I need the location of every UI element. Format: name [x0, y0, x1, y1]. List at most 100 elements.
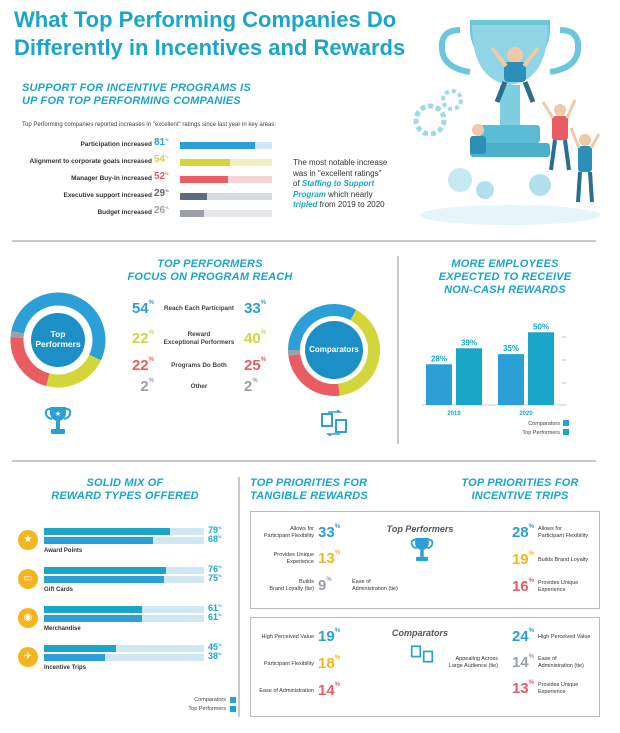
- donut-top-label-line-2: Performers: [35, 339, 81, 349]
- mix-bar-fill: [44, 606, 142, 613]
- noncash-tick-label: 2019: [447, 411, 461, 417]
- priority-label: Ease of Administration (tie): [352, 579, 398, 592]
- mix-bar-track: [44, 654, 204, 661]
- mix-bar-fill: [44, 528, 171, 535]
- priority-label: Allows for Participant Flexibility: [263, 526, 314, 539]
- priority-label: High Perceived Value: [538, 634, 591, 640]
- mix-bar-value: 38%: [208, 651, 222, 661]
- support-bar-label: Executive support increased: [63, 192, 152, 199]
- priority-label: Provides Unique Experience: [538, 580, 579, 593]
- reach-category-label: Programs Do Both: [171, 362, 227, 369]
- noncash-heading-line-3: NON-CASH REWARDS: [444, 284, 566, 296]
- support-bar-label: Budget increased: [97, 209, 152, 216]
- priority-label: Builds Brand Loyalty: [538, 557, 589, 563]
- mix-bar-value: 68%: [208, 534, 222, 544]
- priority-label: Builds Brand Loyalty (tie): [269, 579, 314, 592]
- title-line-1: What Top Performing Companies Do: [14, 7, 397, 32]
- noncash-bar-label: 35%: [503, 344, 519, 353]
- reach-comp-value: 25%: [244, 357, 267, 374]
- support-note-tripled: tripled: [293, 200, 318, 209]
- priorities-compare-icon: [410, 645, 434, 663]
- support-note-line-2: was in "excellent ratings": [293, 168, 382, 178]
- support-bar-value: 52%: [154, 171, 169, 182]
- mix-category-label: Merchandise: [44, 626, 81, 632]
- noncash-chart: 28% 39% 2019 35% 50% 2020 Comparators Top Perfo…: [422, 322, 569, 436]
- trips-heading-line-1: TOP PRIORITIES FOR: [461, 477, 579, 489]
- priority-label: Ease of Administration: [259, 688, 314, 694]
- trips-heading: TOP PRIORITIES FOR INCENTIVE TRIPS: [440, 477, 600, 503]
- priority-value: 33%: [318, 524, 341, 541]
- priority-value: 14%: [511, 654, 534, 671]
- support-intro: Top Performing companies reported increa…: [22, 122, 277, 128]
- mix-bar-value: 61%: [208, 612, 222, 622]
- support-bar-track: [180, 142, 272, 149]
- support-bar-fill: [180, 159, 230, 166]
- reach-category-label: Reward Exceptional Performers: [163, 331, 235, 346]
- mix-heading-line-2: REWARD TYPES OFFERED: [51, 490, 199, 502]
- support-bar-value: 26%: [154, 205, 169, 216]
- support-note-line-5b: from 2019 to 2020: [317, 200, 385, 209]
- support-note: The most notable increase was in "excell…: [293, 158, 443, 211]
- priority-value: 9%: [318, 577, 332, 594]
- trophy-icon: ★: [44, 407, 72, 434]
- mix-bar-track: [44, 537, 204, 544]
- divider-1: [12, 240, 596, 242]
- noncash-heading-line-1: MORE EMPLOYEES: [451, 258, 559, 270]
- mix-bar-fill: [44, 654, 105, 661]
- support-heading: SUPPORT FOR INCENTIVE PROGRAMS IS UP FOR…: [22, 82, 251, 108]
- priority-value: 19%: [318, 628, 341, 645]
- support-note-line-4b: which nearly: [325, 189, 373, 199]
- divider-v-1: [397, 256, 399, 444]
- support-note-line-3a: of: [293, 179, 302, 188]
- mix-legend-top-text: Top Performers: [188, 706, 226, 712]
- reach-heading-line-1: TOP PERFORMERS: [157, 258, 263, 270]
- support-note-staffing: Staffing to Support: [301, 179, 375, 188]
- mix-category-label: Incentive Trips: [44, 665, 87, 671]
- support-bar-label: Alignment to corporate goals increased: [29, 158, 152, 165]
- priority-value: 24%: [511, 628, 534, 645]
- noncash-legend-swatch: [563, 420, 569, 426]
- support-bar-fill: [180, 142, 255, 149]
- mix-bar-track: [44, 645, 204, 652]
- donut-top-label: Top Performers: [31, 313, 85, 367]
- support-bar-track: [180, 159, 272, 166]
- priorities-trophy-icon: [410, 538, 434, 562]
- mix-heading: SOLID MIX OF REWARD TYPES OFFERED: [20, 477, 230, 503]
- tangible-heading-line-1: TOP PRIORITIES FOR: [250, 477, 368, 489]
- reach-top-value: 2%: [140, 378, 154, 395]
- support-bar-value: 81%: [154, 137, 169, 148]
- mix-bar-value: 76%: [208, 564, 222, 574]
- priority-label: High Perceived Value: [261, 634, 314, 640]
- support-bar-track: [180, 176, 272, 183]
- priority-value: 13%: [318, 550, 341, 567]
- priority-label: Provides Unique Experience: [273, 552, 314, 565]
- donut-slice-reach: [288, 304, 357, 351]
- mix-bar-track: [44, 615, 204, 622]
- reach-heading-line-2: FOCUS ON PROGRAM REACH: [127, 271, 293, 283]
- donut-top-performers: [10, 292, 106, 388]
- mix-legend: Comparators Top Performers: [150, 696, 236, 714]
- mix-heading-line-1: SOLID MIX OF: [86, 477, 164, 489]
- title-line-2: Differently in Incentives and Rewards: [14, 35, 406, 60]
- priority-value: 28%: [511, 524, 534, 541]
- priority-label: Participant Flexibility: [263, 661, 314, 667]
- reach-category-label: Other: [190, 383, 208, 390]
- donut-slice-other: [10, 331, 25, 338]
- noncash-bar-label: 39%: [461, 338, 477, 347]
- support-note-line-3: of Staffing to Support: [293, 179, 443, 190]
- reach-top-value: 22%: [131, 330, 154, 347]
- noncash-bar: [498, 354, 524, 405]
- mix-bar-track: [44, 606, 204, 613]
- reach-top-value: 22%: [131, 357, 154, 374]
- mix-bar-fill: [44, 537, 153, 544]
- trips-heading-line-2: INCENTIVE TRIPS: [471, 490, 569, 502]
- svg-text:★: ★: [55, 410, 61, 418]
- support-bar-label: Manager Buy-In increased: [71, 175, 152, 182]
- donut-comp-label: Comparators: [305, 321, 363, 379]
- mix-bar-value: 45%: [208, 642, 222, 652]
- priority-value: 14%: [318, 682, 341, 699]
- donut-slice-both: [10, 337, 50, 387]
- mix-bar-value: 61%: [208, 603, 222, 613]
- noncash-bar: [528, 332, 554, 405]
- priority-label: Allows for Participant Flexibility: [538, 526, 589, 539]
